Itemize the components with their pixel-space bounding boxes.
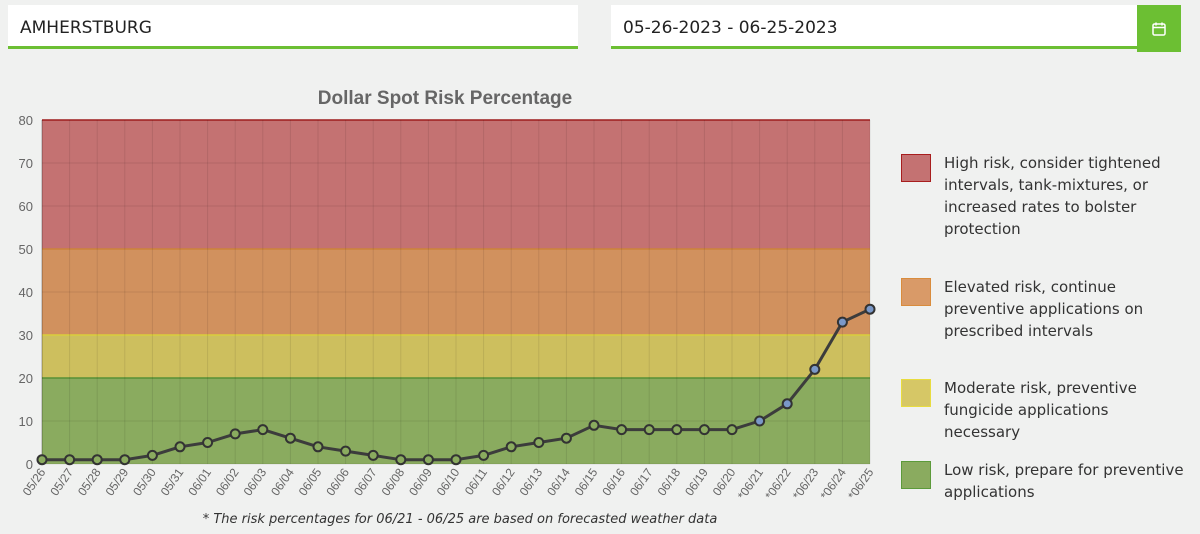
y-tick-label: 0 <box>26 457 33 472</box>
data-point <box>395 454 407 466</box>
data-point <box>533 437 545 448</box>
x-tick-label: *06/24 <box>817 465 849 502</box>
location-value: AMHERSTBURG <box>20 18 152 38</box>
data-point <box>809 363 821 375</box>
data-point <box>726 424 738 436</box>
date-range-value: 05-26-2023 - 06-25-2023 <box>623 18 838 38</box>
x-tick-label: 06/10 <box>434 465 463 498</box>
x-tick-label: 06/07 <box>351 465 380 498</box>
x-tick-label: 05/26 <box>20 465 49 498</box>
data-point <box>257 424 269 436</box>
x-tick-label: 06/16 <box>599 465 628 498</box>
data-point <box>478 449 490 461</box>
risk-band-3 <box>42 120 870 249</box>
x-tick-label: 06/15 <box>572 465 601 498</box>
x-tick-label: 06/14 <box>544 465 573 498</box>
x-tick-label: 05/29 <box>103 465 132 498</box>
x-tick-label: 05/31 <box>158 465 187 498</box>
chart-title: Dollar Spot Risk Percentage <box>318 88 572 109</box>
data-point <box>698 424 710 436</box>
data-point <box>146 449 158 461</box>
y-tick-label: 60 <box>19 199 33 214</box>
x-tick-label: 06/17 <box>627 465 656 498</box>
data-point <box>367 449 379 461</box>
x-tick-label: *06/22 <box>762 465 794 502</box>
y-tick-label: 50 <box>19 242 33 257</box>
x-tick-label: 06/02 <box>213 465 242 498</box>
x-tick-label: 06/04 <box>268 465 297 498</box>
legend-swatch <box>901 278 931 306</box>
legend-label: Moderate risk, preventive fungicide appl… <box>944 379 1137 441</box>
location-input[interactable]: AMHERSTBURG <box>8 5 578 49</box>
data-point <box>91 454 103 466</box>
data-point <box>422 454 434 466</box>
y-tick-label: 10 <box>19 414 33 429</box>
data-point <box>864 303 876 315</box>
x-tick-label: 06/11 <box>462 465 490 497</box>
calendar-icon <box>1152 22 1166 36</box>
data-point <box>229 428 241 440</box>
x-tick-label: 06/01 <box>185 465 214 498</box>
legend-label: Elevated risk, continue preventive appli… <box>944 278 1144 340</box>
data-point <box>588 419 600 431</box>
data-point <box>36 454 48 466</box>
data-point <box>671 424 683 436</box>
x-tick-label: 05/30 <box>130 465 159 498</box>
x-tick-label: 06/08 <box>379 465 408 498</box>
calendar-button[interactable] <box>1137 5 1181 52</box>
data-point <box>616 424 628 436</box>
data-point <box>284 432 296 444</box>
legend-label: Low risk, prepare for preventive applica… <box>944 461 1184 501</box>
x-tick-label: 06/19 <box>682 465 711 498</box>
data-point <box>119 454 131 466</box>
legend-swatch <box>901 379 931 407</box>
data-point <box>754 415 766 427</box>
y-tick-label: 30 <box>19 328 33 343</box>
x-tick-label: *06/21 <box>735 465 767 502</box>
x-tick-label: *06/25 <box>845 465 877 502</box>
data-point <box>836 316 848 328</box>
y-tick-label: 70 <box>19 156 33 171</box>
y-tick-label: 20 <box>19 371 33 386</box>
data-point <box>450 454 462 466</box>
data-point <box>174 441 186 453</box>
data-point <box>643 424 655 436</box>
date-range-input[interactable]: 05-26-2023 - 06-25-2023 <box>611 5 1137 49</box>
x-tick-label: 06/06 <box>323 465 352 498</box>
x-tick-label: 06/13 <box>517 465 546 498</box>
risk-chart: Dollar Spot Risk Percentage 0 10 20 30 40 50 6… <box>19 88 877 502</box>
legend-swatch <box>901 461 931 489</box>
data-point <box>560 432 572 444</box>
forecast-footnote: * The risk percentages for 06/21 - 06/25… <box>202 512 718 527</box>
x-tick-label: 06/03 <box>241 465 270 498</box>
y-tick-label: 80 <box>19 113 33 128</box>
x-tick-label: *06/23 <box>790 465 822 502</box>
data-point <box>312 441 324 453</box>
x-tick-label: 06/09 <box>406 465 435 498</box>
legend-label: High risk, consider tightened intervals,… <box>944 154 1161 238</box>
x-tick-label: 05/27 <box>47 465 76 498</box>
x-tick-label: 06/12 <box>489 465 518 498</box>
data-point <box>505 441 517 453</box>
data-point <box>202 437 214 448</box>
y-tick-label: 40 <box>19 285 33 300</box>
data-point <box>781 398 793 410</box>
legend-swatch <box>901 154 931 182</box>
risk-band-1 <box>42 335 870 378</box>
x-tick-label: 05/28 <box>75 465 104 498</box>
data-point <box>340 445 352 457</box>
risk-band-2 <box>42 249 870 335</box>
data-point <box>64 454 76 466</box>
x-tick-label: 06/18 <box>655 465 684 498</box>
x-tick-label: 06/05 <box>296 465 325 498</box>
